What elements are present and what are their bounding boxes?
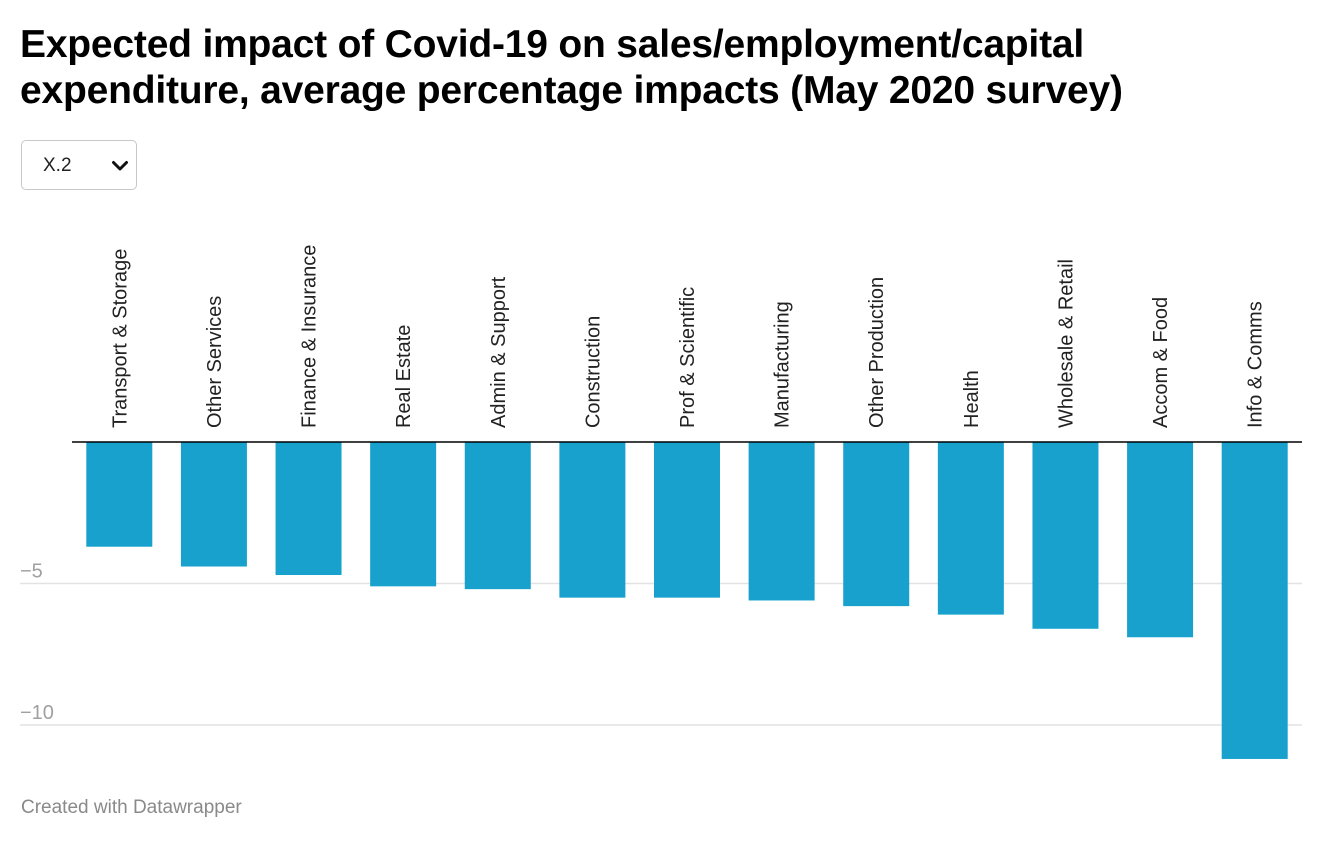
bar [1127, 442, 1194, 638]
y-tick-label: −10 [20, 702, 54, 724]
bar [843, 442, 910, 607]
bar [464, 442, 531, 590]
category-label: Manufacturing [772, 301, 794, 428]
series-dropdown[interactable]: X.2 [21, 140, 137, 190]
category-label: Admin & Support [488, 276, 510, 428]
category-label: Info & Comms [1245, 301, 1267, 428]
bar [1221, 442, 1288, 759]
category-labels: Transport & Storage Other Services Finance… [109, 245, 1266, 428]
category-label: Transport & Storage [109, 249, 131, 428]
category-label: Prof & Scientific [677, 287, 699, 428]
category-label: Accom & Food [1150, 297, 1172, 428]
category-label: Real Estate [393, 325, 415, 428]
bars [86, 442, 1288, 759]
dropdown-selected-value: X.2 [43, 155, 72, 176]
category-label: Other Production [866, 277, 888, 428]
bar [748, 442, 815, 601]
y-tick-label: −5 [20, 561, 43, 583]
chart-title: Expected impact of Covid-19 on sales/emp… [20, 23, 1123, 112]
category-label: Health [961, 370, 983, 428]
bar [937, 442, 1004, 615]
category-label: Finance & Insurance [299, 245, 321, 428]
bar [654, 442, 720, 598]
gridlines [20, 582, 1302, 726]
category-label: Other Services [204, 296, 226, 428]
bar [275, 442, 342, 576]
attribution-footer: Created with Datawrapper [21, 797, 242, 818]
bar [559, 442, 626, 598]
bar [1032, 442, 1099, 629]
bar [86, 442, 153, 547]
bar [180, 442, 247, 567]
category-label: Wholesale & Retail [1055, 259, 1077, 428]
bar [370, 442, 437, 587]
category-label: Construction [582, 316, 604, 428]
chevron-down-icon [112, 161, 128, 171]
y-tick-labels: −5 −10 [20, 561, 54, 725]
